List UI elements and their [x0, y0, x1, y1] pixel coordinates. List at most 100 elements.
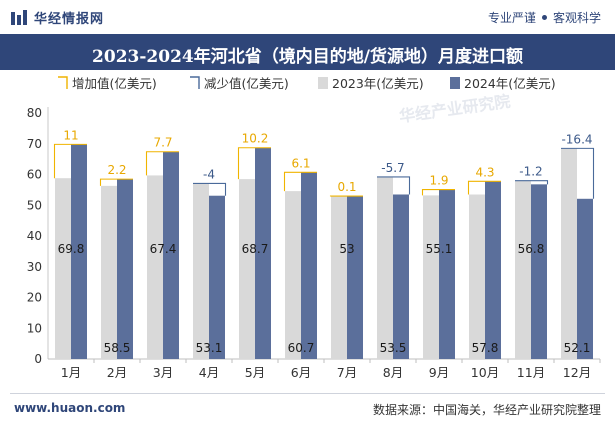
change-bracket — [515, 180, 549, 185]
change-label: -4 — [203, 167, 215, 181]
slogan: 专业严谨 客观科学 — [488, 9, 601, 26]
bar-2024-label: 67.4 — [150, 242, 177, 256]
bar-2024 — [209, 195, 225, 359]
change-bracket — [237, 147, 271, 180]
watermark-text: 华经产业研究院 — [398, 92, 512, 126]
y-tick-label: 0 — [34, 352, 42, 366]
legend-increase-label: 增加值(亿美元) — [72, 76, 157, 91]
y-tick-label: 30 — [27, 260, 42, 274]
x-tick-label: 2月 — [107, 365, 127, 380]
bar-2023 — [239, 179, 255, 359]
legend-s2024-swatch — [450, 77, 460, 89]
y-tick-label: 20 — [27, 291, 42, 305]
bar-2023 — [561, 148, 577, 359]
change-label: 7.7 — [153, 136, 172, 150]
bar-2024 — [163, 151, 179, 359]
bar-2024-label: 55.1 — [426, 242, 453, 256]
x-tick-label: 5月 — [245, 365, 265, 380]
footer-website[interactable]: www.huaon.com — [14, 401, 126, 415]
x-tick-label: 10月 — [471, 365, 499, 380]
change-label: 1.9 — [429, 174, 448, 188]
bar-2024 — [531, 184, 547, 359]
brand: 华经情报网 — [10, 8, 104, 27]
bar-2024 — [255, 147, 271, 359]
x-tick-label: 8月 — [383, 365, 403, 380]
change-bracket — [467, 180, 501, 195]
bar-2024 — [485, 181, 501, 359]
bar-2023 — [515, 180, 531, 359]
change-label: 6.1 — [291, 156, 310, 170]
change-bracket — [53, 143, 87, 179]
change-bracket — [283, 171, 317, 192]
change-label: 2.2 — [107, 163, 126, 177]
change-label: 10.2 — [242, 132, 269, 146]
change-label: -16.4 — [561, 132, 592, 146]
legend-decrease-label: 减少值(亿美元) — [204, 76, 289, 91]
slogan-dot-icon — [541, 15, 547, 20]
bar-2024 — [577, 198, 593, 359]
bar-2024-label: 57.8 — [472, 341, 499, 355]
x-tick-label: 11月 — [517, 365, 545, 380]
bar-2023 — [55, 178, 71, 359]
bar-2023 — [285, 191, 301, 359]
legend-increase-swatch — [58, 76, 68, 89]
bar-2023 — [331, 196, 347, 359]
bar-2024-label: 58.5 — [104, 341, 131, 355]
footer-divider — [10, 393, 605, 394]
bar-2023 — [377, 176, 393, 359]
bar-2024-label: 52.1 — [564, 341, 591, 355]
bar-2023 — [101, 185, 117, 359]
change-bracket — [193, 182, 227, 196]
chart-title: 2023-2024年河北省（境内目的地/货源地）月度进口额 — [92, 47, 523, 67]
x-tick-label: 3月 — [153, 365, 173, 380]
y-tick-label: 40 — [27, 229, 42, 243]
bar-2024 — [439, 189, 455, 359]
legend-s2023-swatch — [318, 77, 328, 89]
change-label: 11 — [63, 128, 78, 142]
legend-decrease-swatch — [190, 76, 200, 89]
slogan-left: 专业严谨 — [487, 11, 536, 25]
y-tick-label: 80 — [27, 106, 42, 120]
change-bracket — [561, 147, 595, 199]
bar-2024-label: 53 — [339, 242, 354, 256]
bar-2023 — [469, 194, 485, 359]
bar-2024-label: 69.8 — [58, 242, 85, 256]
x-tick-label: 1月 — [61, 365, 81, 380]
y-tick-label: 70 — [27, 137, 42, 151]
y-tick-label: 50 — [27, 198, 42, 212]
bar-2024 — [117, 179, 133, 359]
slogan-right: 客观科学 — [552, 11, 601, 25]
bar-2024-label: 53.5 — [380, 341, 407, 355]
legend-s2024-label: 2024年(亿美元) — [464, 76, 556, 91]
top-bar: 华经情报网 专业严谨 客观科学 — [0, 0, 615, 34]
x-tick-label: 12月 — [563, 365, 591, 380]
change-bracket — [145, 151, 179, 176]
change-label: -5.7 — [381, 161, 404, 175]
bar-2024 — [393, 194, 409, 359]
bar-2024-label: 56.8 — [518, 242, 545, 256]
bar-2024 — [301, 172, 317, 359]
bar-2024 — [71, 144, 87, 359]
footer-source: 数据来源：中国海关，华经产业研究院整理 — [372, 403, 601, 417]
change-bracket — [377, 176, 411, 195]
change-label: -1.2 — [519, 165, 542, 179]
bar-2023 — [193, 183, 209, 359]
bar-2024 — [347, 196, 363, 359]
y-tick-label: 10 — [27, 321, 42, 335]
bar-2023 — [147, 175, 163, 359]
x-tick-label: 9月 — [429, 365, 449, 380]
x-tick-label: 4月 — [199, 365, 219, 380]
change-label: 0.1 — [337, 180, 356, 194]
x-tick-label: 6月 — [291, 365, 311, 380]
bar-2024-label: 53.1 — [196, 341, 223, 355]
x-tick-label: 7月 — [337, 365, 357, 380]
brand-name: 华经情报网 — [34, 12, 105, 27]
legend-s2023-label: 2023年(亿美元) — [332, 76, 424, 91]
bar-2023 — [423, 195, 439, 359]
change-bracket — [421, 189, 455, 196]
logo-icon — [11, 9, 27, 25]
change-label: 4.3 — [475, 165, 494, 179]
bar-2024-label: 68.7 — [242, 242, 269, 256]
bar-2024-label: 60.7 — [288, 341, 315, 355]
chart: 增加值(亿美元) 减少值(亿美元) 2023年(亿美元) 2024年(亿美元)华经产业… — [27, 76, 601, 380]
